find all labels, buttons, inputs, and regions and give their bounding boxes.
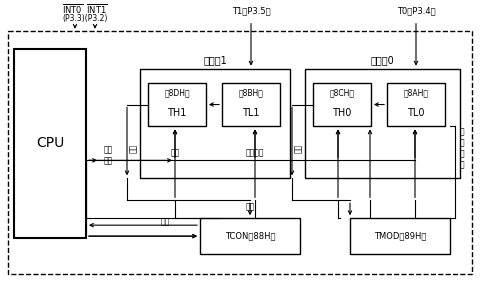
- Bar: [14, 49, 86, 238]
- Text: T1（P3.5）: T1（P3.5）: [232, 6, 270, 15]
- Bar: [200, 218, 300, 254]
- Text: 启动: 启动: [245, 203, 254, 212]
- Text: 溢出: 溢出: [293, 144, 302, 153]
- Bar: [8, 31, 472, 274]
- Text: TH0: TH0: [332, 107, 352, 118]
- Text: TMOD（89H）: TMOD（89H）: [374, 232, 426, 241]
- Text: TCON（88H）: TCON（88H）: [225, 232, 275, 241]
- Text: TL0: TL0: [407, 107, 425, 118]
- Bar: [222, 83, 280, 126]
- Text: 启动: 启动: [170, 148, 180, 157]
- Text: （8BH）: （8BH）: [239, 88, 264, 97]
- Text: TL1: TL1: [242, 107, 260, 118]
- Bar: [140, 69, 290, 178]
- Text: CPU: CPU: [36, 136, 64, 150]
- Text: 溢出: 溢出: [129, 144, 137, 153]
- Text: 内部
总线: 内部 总线: [103, 145, 113, 166]
- Bar: [305, 69, 460, 178]
- Bar: [387, 83, 445, 126]
- Bar: [313, 83, 371, 126]
- Text: T0（P3.4）: T0（P3.4）: [396, 6, 435, 15]
- Text: 定时器1: 定时器1: [203, 56, 227, 66]
- Text: （8CH）: （8CH）: [329, 88, 355, 97]
- Text: 定时器0: 定时器0: [371, 56, 395, 66]
- Text: 工作方式: 工作方式: [246, 148, 264, 157]
- Bar: [350, 218, 450, 254]
- Text: （8DH）: （8DH）: [164, 88, 190, 97]
- Text: TH1: TH1: [168, 107, 187, 118]
- Bar: [148, 83, 206, 126]
- Text: 中断: 中断: [160, 218, 169, 227]
- Text: (P3.3)(P3.2): (P3.3)(P3.2): [62, 14, 108, 23]
- Text: $\overline{\mathrm{INT0}}$  $\overline{\mathrm{INT1}}$: $\overline{\mathrm{INT0}}$ $\overline{\m…: [62, 2, 108, 16]
- Text: 工
作
方
式: 工 作 方 式: [460, 127, 464, 169]
- Text: （8AH）: （8AH）: [404, 88, 429, 97]
